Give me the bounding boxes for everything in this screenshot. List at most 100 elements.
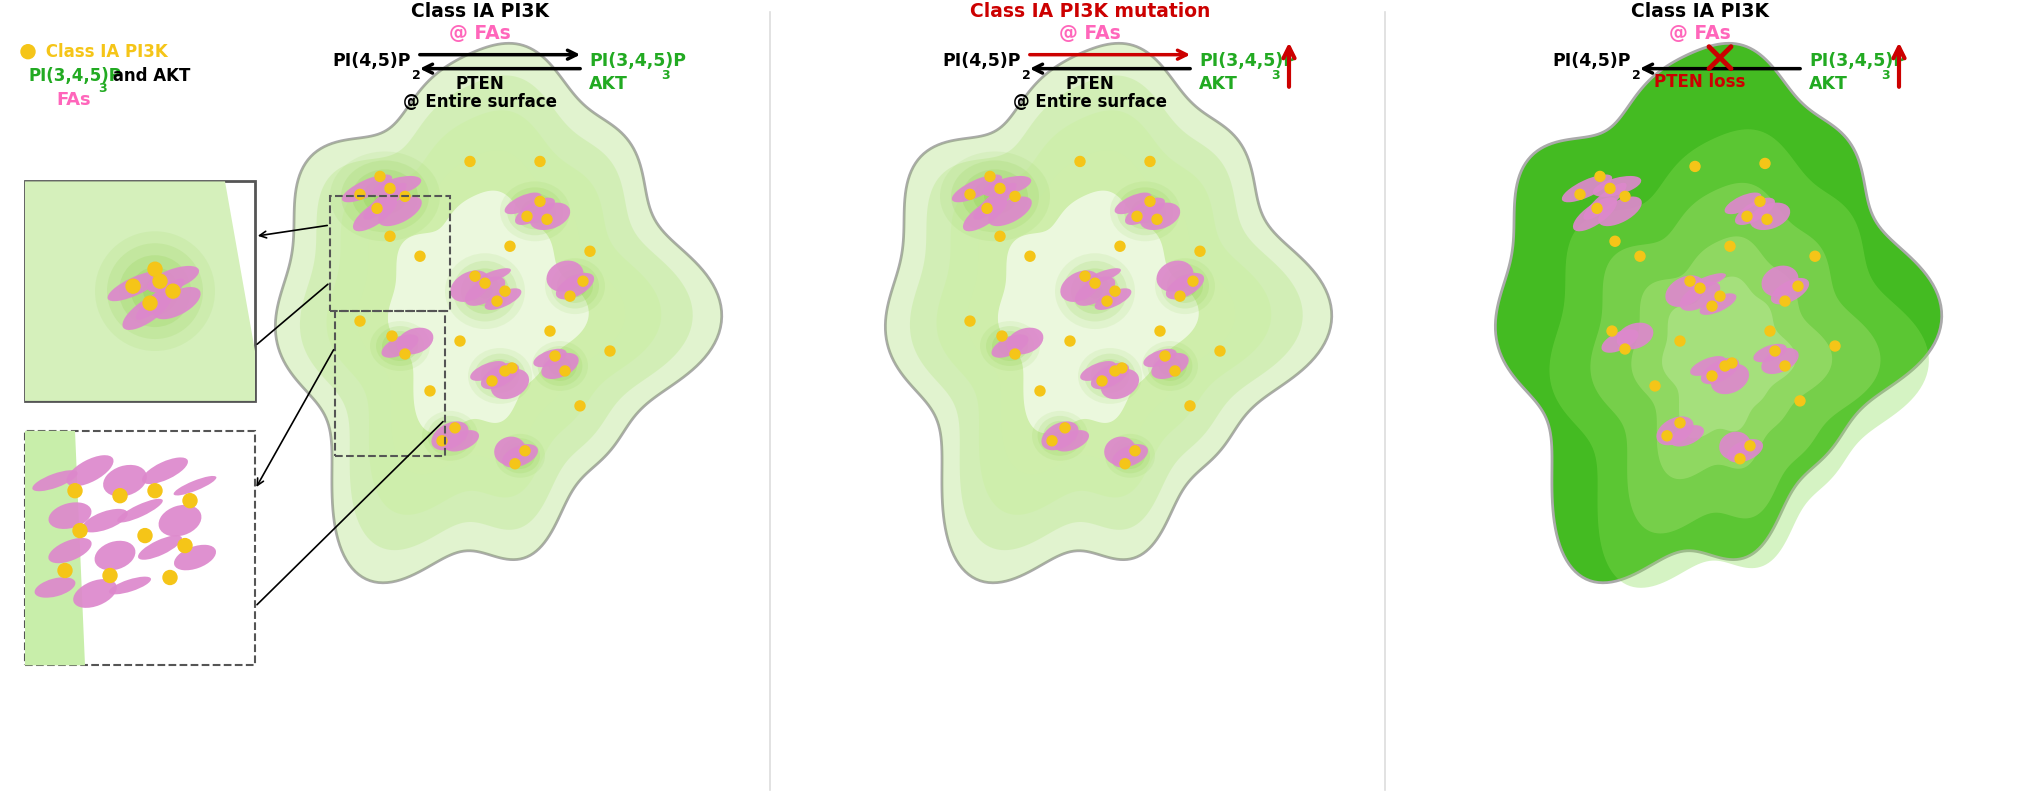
Ellipse shape — [1114, 193, 1150, 214]
Polygon shape — [300, 75, 692, 550]
Ellipse shape — [554, 361, 566, 371]
Circle shape — [386, 231, 396, 242]
Circle shape — [1102, 296, 1112, 306]
Circle shape — [1694, 283, 1704, 293]
Ellipse shape — [1110, 182, 1181, 242]
Ellipse shape — [444, 430, 479, 451]
Ellipse shape — [1055, 254, 1134, 329]
Circle shape — [1595, 171, 1605, 182]
Circle shape — [1706, 301, 1717, 311]
Polygon shape — [1550, 130, 1930, 588]
Circle shape — [1189, 276, 1197, 286]
Ellipse shape — [396, 328, 434, 354]
Polygon shape — [1591, 183, 1881, 534]
Ellipse shape — [1173, 275, 1197, 298]
Ellipse shape — [992, 331, 1029, 361]
Ellipse shape — [1670, 425, 1704, 446]
Ellipse shape — [481, 359, 519, 393]
Ellipse shape — [1004, 341, 1017, 351]
Ellipse shape — [1033, 411, 1088, 461]
Ellipse shape — [477, 283, 493, 298]
Circle shape — [546, 326, 556, 336]
Ellipse shape — [1749, 202, 1790, 230]
Ellipse shape — [1041, 422, 1079, 450]
Text: AKT: AKT — [588, 74, 627, 93]
Circle shape — [1152, 214, 1163, 224]
Ellipse shape — [138, 535, 183, 560]
Circle shape — [1065, 336, 1075, 346]
Polygon shape — [937, 110, 1272, 515]
Ellipse shape — [461, 268, 509, 314]
Ellipse shape — [174, 476, 217, 495]
Ellipse shape — [974, 183, 1017, 220]
Ellipse shape — [1761, 348, 1800, 374]
Ellipse shape — [534, 349, 566, 367]
Circle shape — [1175, 291, 1185, 301]
Ellipse shape — [49, 538, 91, 563]
Ellipse shape — [505, 193, 542, 214]
Ellipse shape — [1148, 346, 1193, 386]
Ellipse shape — [998, 336, 1023, 356]
Circle shape — [481, 278, 489, 288]
Polygon shape — [1631, 236, 1832, 479]
Circle shape — [1725, 242, 1735, 251]
Circle shape — [499, 286, 509, 296]
Circle shape — [1650, 381, 1660, 391]
Circle shape — [505, 242, 515, 251]
Circle shape — [1155, 326, 1165, 336]
Ellipse shape — [532, 341, 588, 391]
Circle shape — [996, 331, 1006, 341]
Ellipse shape — [469, 276, 501, 306]
Ellipse shape — [1753, 344, 1788, 362]
Circle shape — [1706, 371, 1717, 381]
Circle shape — [1593, 203, 1603, 214]
Circle shape — [1575, 190, 1585, 199]
Circle shape — [1779, 361, 1790, 371]
Text: PI(4,5)P: PI(4,5)P — [333, 52, 412, 70]
Circle shape — [1116, 242, 1124, 251]
Ellipse shape — [369, 321, 430, 371]
Ellipse shape — [132, 267, 179, 315]
Polygon shape — [357, 150, 625, 474]
Bar — [335, 311, 444, 456]
Circle shape — [126, 279, 140, 293]
Circle shape — [148, 262, 162, 276]
Circle shape — [550, 351, 560, 361]
Circle shape — [1619, 191, 1629, 202]
Circle shape — [1761, 214, 1771, 224]
Ellipse shape — [509, 447, 530, 465]
Circle shape — [1130, 446, 1140, 456]
Circle shape — [1110, 286, 1120, 296]
Ellipse shape — [1055, 430, 1090, 451]
Circle shape — [138, 529, 152, 542]
Circle shape — [355, 190, 365, 199]
Ellipse shape — [1155, 258, 1215, 314]
Ellipse shape — [373, 187, 396, 206]
Ellipse shape — [1700, 294, 1737, 315]
Ellipse shape — [1690, 356, 1727, 376]
Circle shape — [424, 386, 434, 396]
Ellipse shape — [1077, 348, 1142, 404]
Polygon shape — [998, 190, 1199, 434]
Ellipse shape — [521, 199, 550, 223]
Ellipse shape — [1124, 194, 1167, 230]
Ellipse shape — [475, 268, 511, 284]
Ellipse shape — [544, 351, 576, 381]
Ellipse shape — [444, 254, 526, 329]
Circle shape — [1059, 423, 1069, 433]
Text: 3: 3 — [661, 69, 670, 82]
Text: PI(3,4,5)P: PI(3,4,5)P — [588, 52, 686, 70]
Ellipse shape — [444, 431, 457, 441]
Ellipse shape — [1159, 356, 1181, 376]
Ellipse shape — [528, 206, 542, 218]
Text: PTEN loss: PTEN loss — [1654, 73, 1745, 90]
Ellipse shape — [513, 194, 556, 230]
Circle shape — [1195, 246, 1205, 256]
Circle shape — [103, 569, 118, 582]
Circle shape — [69, 484, 81, 498]
Circle shape — [1810, 251, 1820, 262]
Ellipse shape — [982, 176, 1031, 197]
Circle shape — [400, 191, 410, 202]
Ellipse shape — [1583, 183, 1627, 220]
Ellipse shape — [108, 271, 162, 302]
